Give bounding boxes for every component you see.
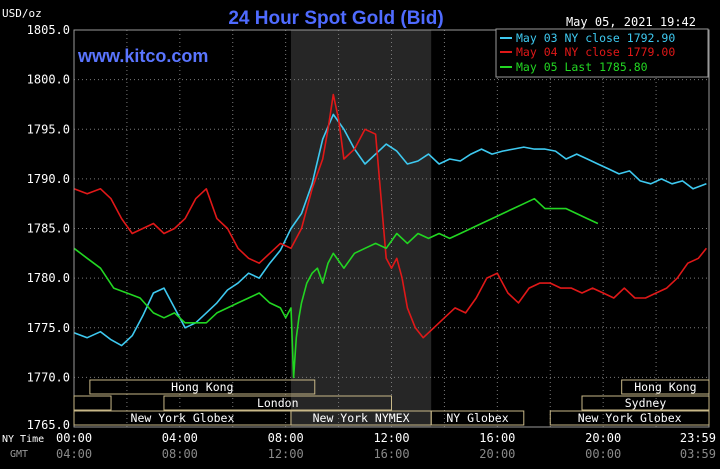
y-tick-label: 1805.0 <box>27 23 70 37</box>
x-tick-label-ny: 08:00 <box>268 431 304 445</box>
x-tick-label-ny: 20:00 <box>585 431 621 445</box>
y-tick-label: 1770.0 <box>27 370 70 384</box>
legend-label-may03: May 03 NY close 1792.90 <box>516 31 675 45</box>
session-label: NY Globex <box>446 411 508 425</box>
x-tick-label-gmt: 03:59 <box>680 447 716 461</box>
y-tick-label: 1785.0 <box>27 222 70 236</box>
y-tick-label: 1800.0 <box>27 73 70 87</box>
timestamp: May 05, 2021 19:42 <box>566 15 696 29</box>
x-tick-label-gmt: 20:00 <box>479 447 515 461</box>
session-label: Hong Kong <box>634 380 696 394</box>
session-box <box>89 379 316 395</box>
session-box <box>73 395 112 411</box>
session-label: New York NYMEX <box>313 411 410 425</box>
y-tick-label: 1795.0 <box>27 122 70 136</box>
legend: May 03 NY close 1792.90 May 04 NY close … <box>495 28 709 78</box>
x-tick-label-gmt: 08:00 <box>162 447 198 461</box>
x-tick-label-gmt: 16:00 <box>373 447 409 461</box>
legend-box <box>495 28 709 78</box>
price-series <box>73 93 708 379</box>
x-tick-label-ny: 04:00 <box>162 431 198 445</box>
x-tick-label-ny: 12:00 <box>373 431 409 445</box>
x-tick-label-gmt: 12:00 <box>268 447 304 461</box>
session-box <box>549 410 710 426</box>
session-box <box>621 379 710 395</box>
y-tick-label: 1775.0 <box>27 321 70 335</box>
x-tick-label-ny: 16:00 <box>479 431 515 445</box>
legend-label-may04: May 04 NY close 1779.00 <box>516 45 675 59</box>
session-label: New York Globex <box>578 411 682 425</box>
session-box <box>163 395 392 411</box>
y-axis-ticks: 1770.0 1775.0 1780.0 1785.0 1790.0 1795.0 1800… <box>27 23 70 432</box>
series-line-may05 <box>73 197 599 379</box>
session-label: London <box>257 396 299 410</box>
y-tick-label: 1765.0 <box>27 418 70 432</box>
x-axis-ticks: 00:00 04:00 04:00 08:00 08:00 12:00 12:00 16:00… <box>56 431 716 461</box>
session-label: Hong Kong <box>171 380 233 394</box>
series-line-may03 <box>73 113 707 347</box>
units-label: USD/oz <box>2 7 42 20</box>
session-label: Sydney <box>625 396 667 410</box>
session-box <box>581 395 710 411</box>
x-tick-label-gmt: 00:00 <box>585 447 621 461</box>
y-tick-label: 1790.0 <box>27 172 70 186</box>
y-tick-label: 1780.0 <box>27 271 70 285</box>
x-tick-label-ny: 00:00 <box>56 431 92 445</box>
chart-title: 24 Hour Spot Gold (Bid) <box>228 8 443 29</box>
gmt-axis-label: GMT <box>10 449 28 460</box>
legend-label-may05: May 05 Last 1785.80 <box>516 60 648 74</box>
watermark-url: www.kitco.com <box>77 46 208 66</box>
ny-time-axis-label: NY Time <box>2 434 44 445</box>
session-label: New York Globex <box>131 411 235 425</box>
x-tick-label-gmt: 04:00 <box>56 447 92 461</box>
plot-frame <box>73 29 710 428</box>
x-tick-label-ny: 23:59 <box>680 431 716 445</box>
series-line-may04 <box>73 93 708 339</box>
session-box <box>430 410 525 426</box>
